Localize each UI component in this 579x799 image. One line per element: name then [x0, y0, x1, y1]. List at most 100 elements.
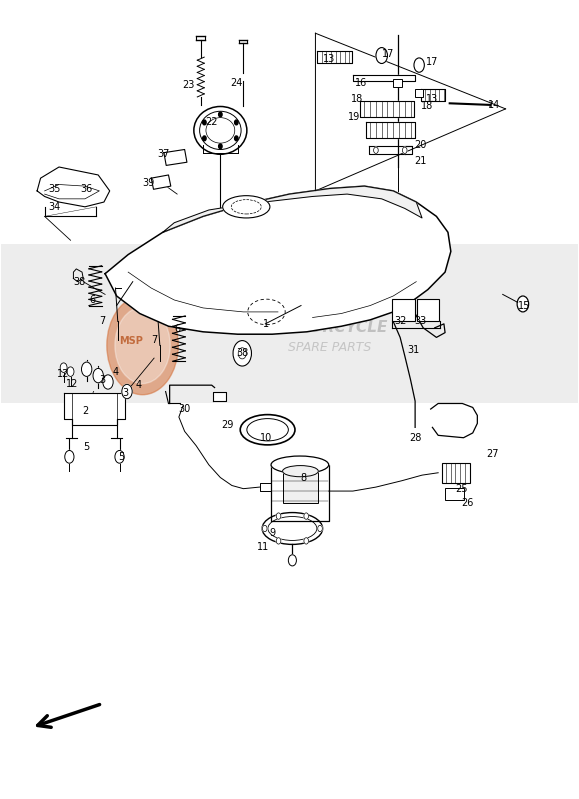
Circle shape [60, 363, 67, 372]
Polygon shape [365, 122, 415, 138]
Text: 20: 20 [415, 140, 427, 149]
Ellipse shape [194, 106, 247, 154]
Bar [415, 89, 423, 97]
Circle shape [65, 451, 74, 463]
Text: 25: 25 [455, 483, 467, 494]
Text: 17: 17 [382, 49, 395, 59]
Text: 19: 19 [348, 112, 360, 121]
Circle shape [373, 147, 378, 153]
Text: 11: 11 [258, 542, 270, 552]
Text: 15: 15 [518, 300, 531, 311]
Text: 17: 17 [426, 57, 438, 67]
Circle shape [276, 513, 281, 519]
Text: 7: 7 [151, 335, 157, 345]
Polygon shape [37, 167, 109, 207]
Circle shape [219, 112, 222, 117]
Ellipse shape [283, 466, 318, 477]
Circle shape [234, 120, 238, 125]
Text: 27: 27 [486, 449, 499, 459]
Text: 28: 28 [409, 433, 422, 443]
Polygon shape [317, 51, 351, 63]
Circle shape [234, 136, 238, 141]
Text: SPARE PARTS: SPARE PARTS [288, 341, 372, 354]
Circle shape [93, 368, 104, 383]
Text: 5: 5 [83, 443, 90, 452]
Circle shape [376, 48, 387, 63]
Text: MOTORCYCLE: MOTORCYCLE [272, 320, 388, 336]
Bar [1, 244, 578, 403]
Polygon shape [163, 186, 422, 233]
Circle shape [122, 384, 132, 399]
Text: 26: 26 [461, 498, 473, 508]
Text: 29: 29 [221, 420, 233, 430]
Text: 12: 12 [65, 379, 78, 388]
Polygon shape [151, 175, 171, 189]
Polygon shape [353, 74, 415, 81]
Text: 6: 6 [89, 295, 96, 305]
Circle shape [414, 58, 424, 72]
Ellipse shape [262, 513, 323, 544]
Bar [283, 471, 318, 503]
Text: 34: 34 [48, 202, 61, 212]
Text: 13: 13 [426, 93, 438, 104]
Text: 16: 16 [356, 78, 368, 88]
Text: 39: 39 [142, 178, 155, 188]
Circle shape [203, 120, 206, 125]
Text: 6: 6 [174, 324, 180, 335]
Text: 12: 12 [57, 369, 70, 379]
Text: 13: 13 [323, 54, 335, 64]
Circle shape [304, 513, 309, 519]
Polygon shape [421, 89, 445, 101]
Circle shape [203, 136, 206, 141]
Ellipse shape [240, 415, 295, 445]
Text: 32: 32 [394, 316, 406, 327]
Text: 37: 37 [157, 149, 170, 159]
Polygon shape [64, 393, 125, 419]
Circle shape [219, 144, 222, 149]
Circle shape [233, 340, 251, 366]
Bar [392, 299, 415, 321]
Text: 35: 35 [48, 184, 61, 193]
Text: 18: 18 [420, 101, 433, 112]
Text: 7: 7 [99, 316, 105, 327]
Bar [393, 79, 402, 87]
Polygon shape [164, 149, 187, 165]
Text: 4: 4 [135, 380, 142, 390]
Circle shape [82, 362, 92, 376]
Bar [445, 488, 464, 500]
Text: 30: 30 [178, 404, 190, 414]
Text: 3: 3 [122, 388, 129, 398]
Circle shape [517, 296, 529, 312]
Bar [442, 463, 470, 483]
Circle shape [262, 525, 267, 531]
Circle shape [318, 525, 323, 531]
Text: 22: 22 [206, 117, 218, 127]
Text: 21: 21 [415, 156, 427, 165]
Text: 3: 3 [99, 375, 105, 384]
Polygon shape [105, 186, 451, 334]
Circle shape [288, 555, 296, 566]
Text: 10: 10 [261, 433, 273, 443]
Text: MSP: MSP [119, 336, 143, 346]
Circle shape [107, 296, 178, 395]
Text: 5: 5 [118, 451, 124, 462]
Circle shape [304, 538, 309, 544]
Circle shape [103, 375, 113, 389]
Text: 23: 23 [182, 80, 195, 90]
Circle shape [276, 538, 281, 544]
Polygon shape [360, 101, 414, 117]
Text: 36: 36 [80, 184, 93, 193]
Circle shape [67, 367, 74, 376]
Text: 2: 2 [82, 407, 88, 416]
Circle shape [402, 147, 407, 153]
Ellipse shape [223, 196, 270, 218]
Polygon shape [271, 465, 329, 520]
Bar [417, 299, 439, 321]
Circle shape [115, 451, 124, 463]
Text: 1: 1 [263, 319, 269, 329]
Text: 4: 4 [112, 367, 119, 376]
Text: 8: 8 [301, 472, 307, 483]
Text: 31: 31 [407, 345, 420, 355]
Text: 38: 38 [236, 348, 248, 358]
Text: 14: 14 [488, 100, 500, 110]
